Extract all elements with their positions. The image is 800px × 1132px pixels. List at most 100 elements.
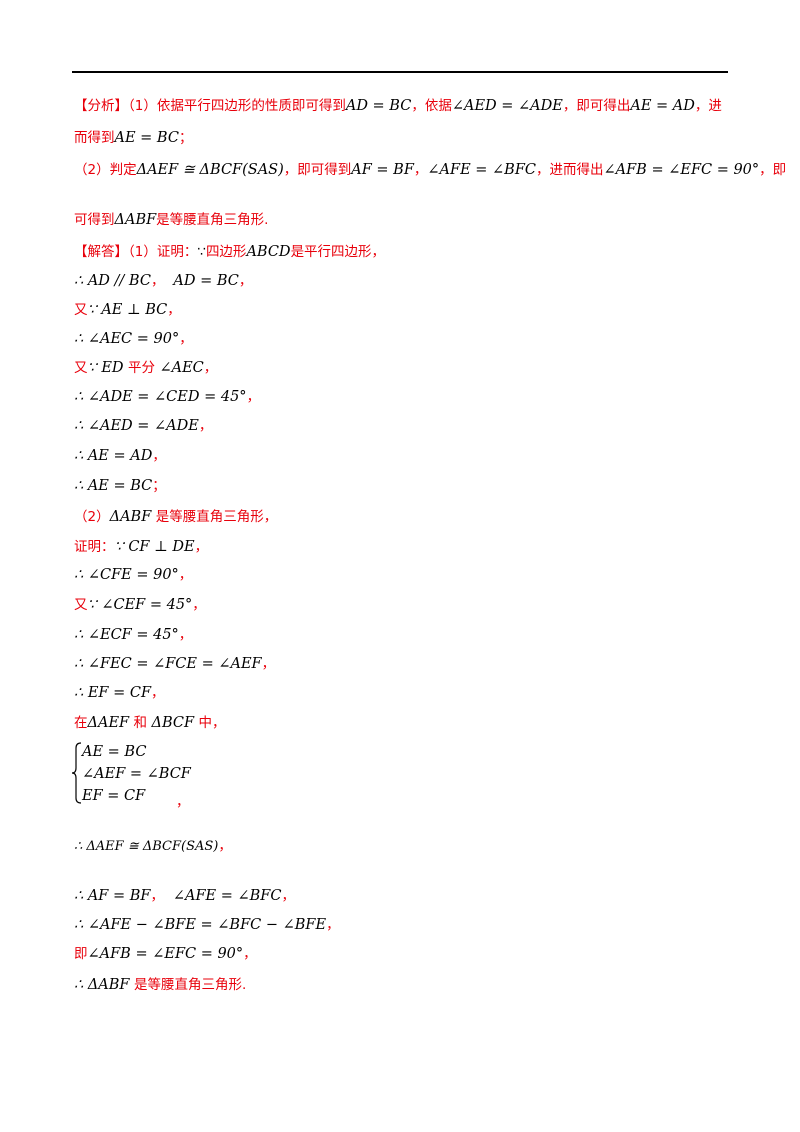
math-expr: ∠AFE = ∠BFC [172, 888, 282, 904]
answer-text: 即 [74, 946, 88, 962]
answer-text: ， [198, 418, 213, 434]
math-expr: ∴ EF = CF [74, 685, 152, 701]
answer-text: ， [326, 917, 340, 933]
answer-text: ， [243, 946, 257, 962]
math-expr: ∵ ∠CEF = 45° [87, 597, 193, 613]
math-expr: ∴ ΔAEF ≅ ΔBCF(SAS) [74, 839, 219, 854]
answer-line-6: ∴ ∠ADE = ∠CED = 45°， [74, 387, 260, 407]
system-brace [72, 742, 82, 804]
math-expr: ∠AFB = ∠EFC = 90° [603, 162, 760, 178]
analysis-text: ， [413, 162, 428, 178]
answer-line-20: ∴ ∠AFE − ∠BFE = ∠BFC − ∠BFE， [74, 915, 340, 935]
analysis-text: 可得到 [74, 212, 115, 228]
answer-text: ， [281, 888, 295, 904]
answer-line-19: ∴ AF = BF， ∠AFE = ∠BFC， [74, 886, 295, 906]
math-expr: ∴ ∠AFE − ∠BFE = ∠BFC − ∠BFE [74, 917, 327, 933]
answer-text: 是等腰直角三角形. [133, 977, 247, 993]
math-expr: AD = BC [345, 98, 412, 114]
system-eq-2: ∠AEF = ∠BCF [82, 766, 191, 782]
answer-line-11: 证明：∵ CF ⊥ DE， [74, 537, 208, 557]
answer-text: ， [218, 838, 232, 854]
answer-line-16: ∴ EF = CF， [74, 683, 165, 703]
analysis-text: ，即可得出 [562, 98, 631, 114]
math-expr: ∵ ED [87, 360, 124, 376]
math-expr: ∠AFB = ∠EFC = 90° [87, 946, 244, 962]
answer-line-8: ∴ AE = AD， [74, 446, 166, 466]
math-expr: ∴ ∠FEC = ∠FCE = ∠AEF [74, 656, 262, 672]
answer-line-1: 【解答】（1）证明：∵四边形ABCD是平行四边形， [74, 242, 385, 262]
answer-text: ， [194, 539, 209, 555]
answer-line-5: 又∵ ED 平分 ∠AEC， [74, 358, 217, 378]
answer-text: ， [203, 360, 218, 376]
analysis-line-2: 而得到AE = BC； [74, 128, 192, 148]
math-expr: ∵ CF ⊥ DE [114, 539, 195, 555]
answer-text: ， [238, 273, 253, 289]
answer-text: 又 [74, 360, 88, 376]
answer-line-22: ∴ ΔABF 是等腰直角三角形. [74, 975, 246, 995]
math-expr: AE = BC [114, 130, 179, 146]
answer-text: ， [167, 302, 181, 318]
answer-text: ， [151, 685, 165, 701]
analysis-text: ，即可得到 [283, 162, 352, 178]
math-expr: AE = AD [630, 98, 695, 114]
answer-text: ； [152, 478, 166, 494]
math-expr: ∴ AE = BC [74, 478, 153, 494]
math-symbol: ∵ [197, 244, 206, 260]
math-expr: ΔAEF [87, 715, 130, 731]
answer-text: ， [152, 448, 166, 464]
analysis-text: ，即 [759, 162, 787, 178]
analysis-text: ，进而得出 [536, 162, 604, 178]
answer-line-15: ∴ ∠FEC = ∠FCE = ∠AEF， [74, 654, 275, 674]
answer-line-4: ∴ ∠AEC = 90°， [74, 329, 193, 349]
system-eq-1: AE = BC [82, 744, 147, 760]
answer-text: 是等腰直角三角形， [155, 509, 278, 525]
math-expr: ∴ AF = BF [74, 888, 151, 904]
math-expr: ∴ AD // BC [74, 273, 151, 289]
analysis-text: ，依据 [411, 98, 452, 114]
answer-text: 又 [74, 597, 88, 613]
answer-text: （2） [74, 509, 110, 525]
answer-text: ， [178, 627, 193, 643]
analysis-text: ，进 [694, 98, 722, 114]
answer-text: ， [150, 273, 165, 289]
analysis-text: 是等腰直角三角形. [156, 212, 269, 228]
answer-text: ， [150, 888, 164, 904]
system-comma: ， [176, 794, 190, 810]
math-expr: ∴ AE = AD [74, 448, 153, 464]
math-expr: ∵ AE ⊥ BC [87, 302, 168, 318]
answer-line-7: ∴ ∠AED = ∠ADE， [74, 416, 212, 436]
answer-line-3: 又∵ AE ⊥ BC， [74, 300, 181, 320]
answer-text: 证明： [74, 539, 115, 555]
answer-line-13: 又∵ ∠CEF = 45°， [74, 595, 206, 615]
math-expr: ΔABF [109, 509, 152, 525]
answer-label: 【解答】（1）证明： [74, 244, 198, 260]
math-expr: ∴ ∠AEC = 90° [74, 331, 180, 347]
math-expr: ΔAEF ≅ ΔBCF(SAS) [136, 162, 284, 178]
math-expr: ∠AEC [159, 360, 204, 376]
answer-text: 中， [198, 715, 226, 731]
answer-line-9: ∴ AE = BC； [74, 476, 166, 496]
math-expr: ∴ ∠CFE = 90° [74, 567, 179, 583]
answer-line-12: ∴ ∠CFE = 90°， [74, 565, 192, 585]
answer-text: ， [261, 656, 276, 672]
math-expr: AD = BC [173, 273, 239, 289]
answer-line-17: 在ΔAEF 和 ΔBCF 中， [74, 713, 226, 733]
analysis-line-4: 可得到ΔABF是等腰直角三角形. [74, 210, 268, 230]
math-expr: ∴ ∠ECF = 45° [74, 627, 179, 643]
answer-text: 是平行四边形， [290, 244, 386, 260]
analysis-line-3: （2）判定ΔAEF ≅ ΔBCF(SAS)，即可得到AF = BF，∠AFE =… [74, 160, 786, 180]
math-expr: ∴ ΔABF [74, 977, 130, 993]
math-expr: ΔABF [114, 212, 157, 228]
analysis-text: （2）判定 [74, 162, 137, 178]
answer-text: 平分 [128, 360, 155, 376]
math-expr: ∠AED = ∠ADE [451, 98, 563, 114]
math-expr: ΔBCF [151, 715, 195, 731]
analysis-label: 【分析】（1）依据平行四边形的性质即可得到 [74, 98, 346, 114]
answer-line-14: ∴ ∠ECF = 45°， [74, 625, 192, 645]
analysis-line-1: 【分析】（1）依据平行四边形的性质即可得到AD = BC，依据∠AED = ∠A… [74, 96, 722, 116]
answer-text: 四边形 [205, 244, 247, 260]
math-expr: ABCD [246, 244, 291, 260]
math-expr: ∴ ∠ADE = ∠CED = 45° [74, 389, 247, 405]
answer-text: ， [178, 567, 193, 583]
answer-text: 在 [74, 715, 88, 731]
